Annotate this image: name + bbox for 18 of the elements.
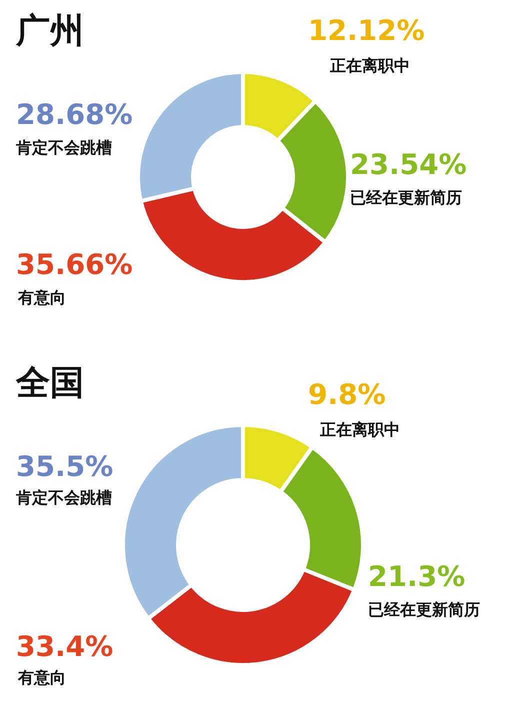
chart-title: 广州 [16,10,84,53]
slice-label: 已经在更新简历 [368,600,480,621]
data-label: 9.8% [308,378,386,411]
slice-label: 已经在更新简历 [350,188,462,209]
slice-label: 肯定不会跳槽 [16,488,112,509]
slice-label: 正在离职中 [320,420,400,441]
data-label: 21.3% [368,560,466,593]
slice-label: 肯定不会跳槽 [16,138,112,159]
data-label: 35.5% [16,450,114,483]
data-label: 35.66% [16,248,133,281]
slice-label: 正在离职中 [330,56,410,77]
data-label: 12.12% [308,14,425,47]
data-label: 28.68% [16,98,133,131]
data-label: 23.54% [350,148,467,181]
slice-label: 有意向 [18,288,66,309]
slice-label: 有意向 [18,668,66,689]
chart-title: 全国 [16,362,84,405]
data-label: 33.4% [16,630,114,663]
